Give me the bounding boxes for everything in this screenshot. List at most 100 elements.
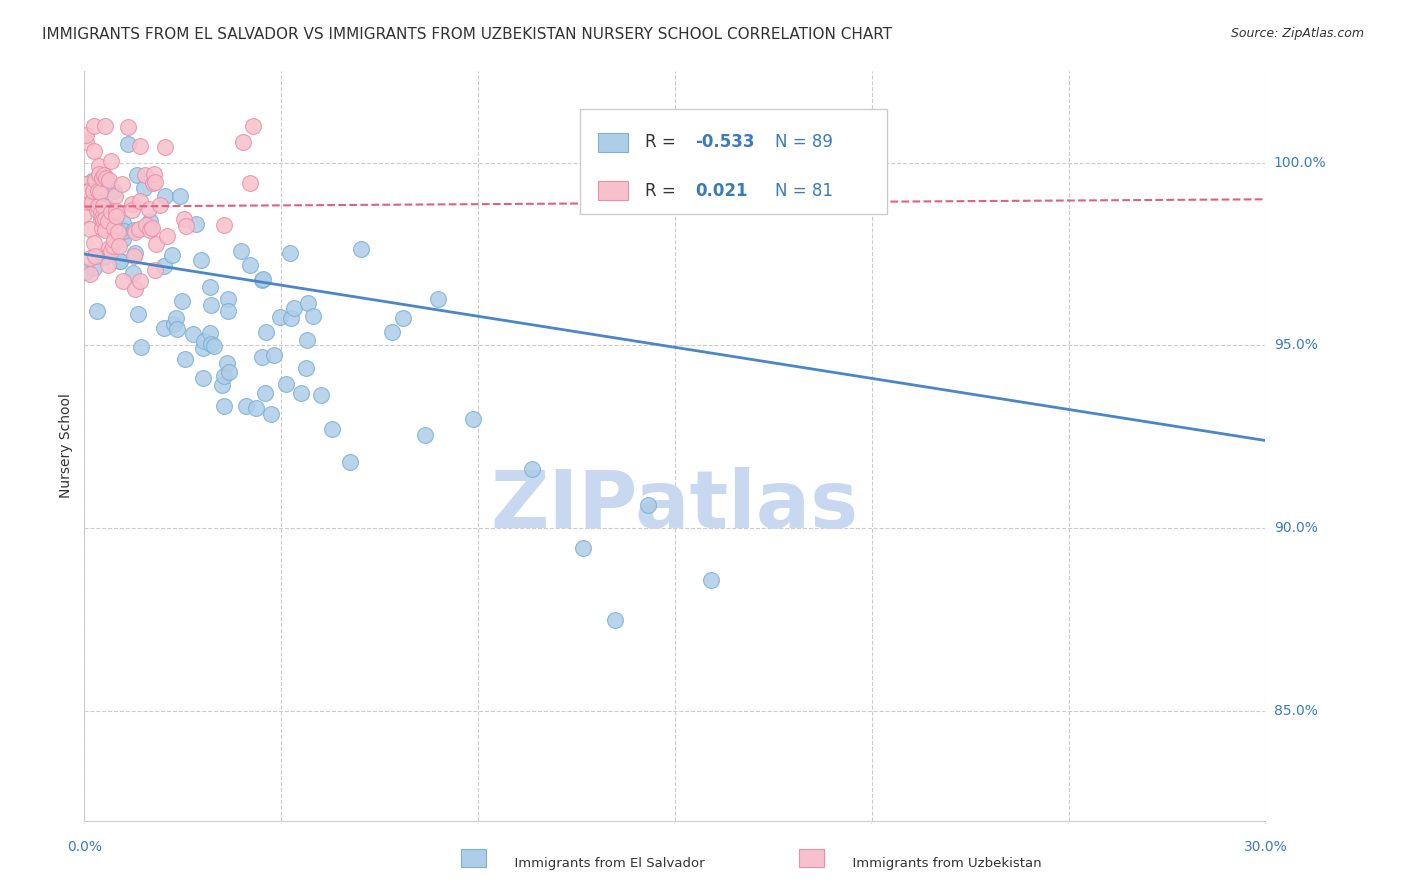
Point — [145, 236, 167, 251]
Point — [152, 259, 174, 273]
Point — [104, 204, 127, 219]
Point — [90, 212, 112, 227]
Point — [274, 377, 297, 392]
Point — [254, 385, 277, 400]
Point — [138, 202, 160, 216]
Point — [76, 195, 98, 210]
Point — [174, 351, 197, 366]
Point — [90, 170, 112, 185]
Point — [239, 258, 262, 272]
Text: R =: R = — [645, 134, 682, 152]
Point — [128, 194, 150, 208]
Point — [242, 119, 264, 133]
Point — [295, 333, 318, 347]
Point — [392, 310, 415, 325]
Point — [103, 221, 125, 235]
Point — [93, 119, 115, 133]
Point — [100, 153, 122, 168]
Text: 100.0%: 100.0% — [1274, 156, 1326, 169]
Point — [193, 371, 215, 385]
Point — [125, 168, 148, 182]
Point — [94, 176, 117, 190]
Point — [82, 184, 104, 198]
Point — [103, 189, 125, 203]
Text: 0.0%: 0.0% — [67, 840, 101, 854]
Point — [97, 173, 120, 187]
Point — [89, 195, 111, 210]
Point — [112, 225, 135, 239]
Point — [121, 202, 143, 217]
Point — [239, 176, 262, 190]
Point — [163, 317, 186, 331]
Point — [107, 225, 129, 239]
Point — [169, 189, 191, 203]
Point — [141, 221, 163, 235]
Point — [149, 198, 172, 212]
Point — [571, 541, 593, 555]
Point — [79, 251, 101, 265]
Point — [87, 184, 110, 198]
Point — [110, 222, 132, 236]
Point — [280, 311, 302, 326]
Point — [117, 137, 139, 152]
Point — [134, 168, 156, 182]
Point — [122, 249, 145, 263]
Point — [83, 173, 105, 187]
Point — [100, 205, 122, 219]
Point — [301, 310, 323, 324]
Point — [217, 303, 239, 318]
Point — [200, 298, 222, 312]
Text: Immigrants from El Salvador: Immigrants from El Salvador — [506, 857, 704, 870]
Point — [110, 254, 132, 268]
Point — [108, 239, 131, 253]
Point — [181, 327, 204, 342]
Point — [83, 249, 105, 263]
Point — [124, 282, 146, 296]
Point — [217, 292, 239, 306]
Point — [172, 294, 194, 309]
Point — [90, 205, 112, 219]
Text: N = 89: N = 89 — [775, 134, 834, 152]
Point — [250, 273, 273, 287]
Point — [76, 265, 98, 279]
Point — [83, 119, 105, 133]
Text: ZIPatlas: ZIPatlas — [491, 467, 859, 545]
Point — [290, 386, 312, 401]
Bar — [598, 181, 627, 200]
Point — [214, 368, 236, 383]
Point — [184, 217, 207, 231]
Point — [202, 339, 225, 353]
Point — [73, 207, 96, 221]
Point — [190, 253, 212, 268]
Point — [252, 271, 274, 285]
Point — [75, 135, 97, 149]
Point — [124, 225, 146, 239]
Point — [87, 159, 110, 173]
Point — [79, 222, 101, 236]
Point — [111, 177, 134, 191]
Text: IMMIGRANTS FROM EL SALVADOR VS IMMIGRANTS FROM UZBEKISTAN NURSERY SCHOOL CORRELA: IMMIGRANTS FROM EL SALVADOR VS IMMIGRANT… — [42, 27, 893, 42]
Point — [700, 573, 723, 587]
Point — [413, 428, 436, 442]
Point — [124, 246, 146, 260]
Point — [269, 310, 291, 325]
Point — [235, 399, 257, 413]
Point — [156, 229, 179, 244]
Point — [153, 140, 176, 154]
Text: 85.0%: 85.0% — [1274, 704, 1317, 718]
Point — [311, 387, 333, 401]
Point — [128, 274, 150, 288]
Point — [112, 216, 135, 230]
FancyBboxPatch shape — [581, 109, 887, 214]
Point — [94, 170, 117, 185]
Point — [198, 326, 221, 340]
Point — [91, 220, 114, 235]
Point — [97, 258, 120, 272]
Point — [138, 214, 160, 228]
Point — [91, 199, 114, 213]
Point — [111, 232, 134, 246]
Point — [117, 120, 139, 135]
Point — [254, 325, 277, 339]
Point — [152, 321, 174, 335]
Point — [128, 138, 150, 153]
